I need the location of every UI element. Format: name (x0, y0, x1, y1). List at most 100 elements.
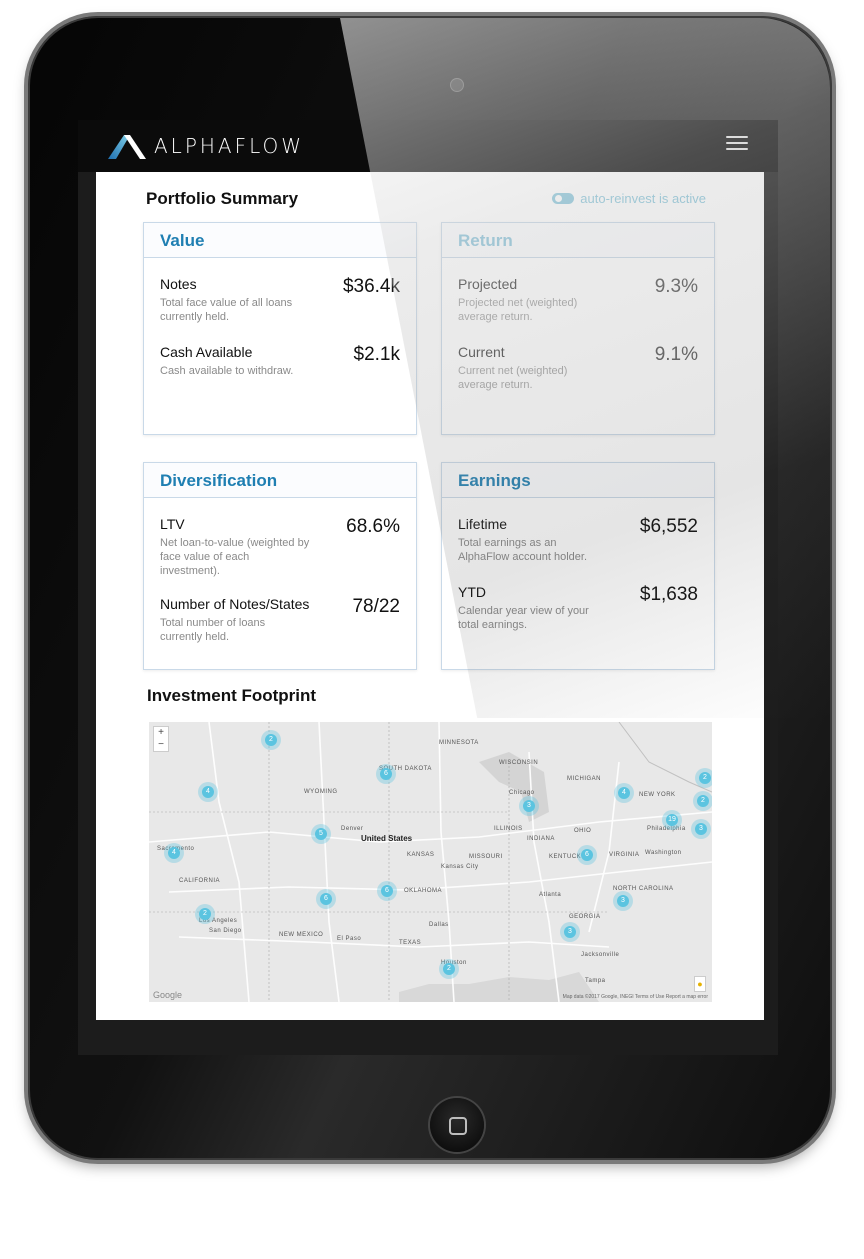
google-logo: Google (153, 990, 183, 1000)
map-label: NORTH CAROLINA (613, 886, 674, 892)
map-cluster-marker[interactable]: 2 (699, 772, 711, 784)
earnings-row-ytd: YTD Calendar year view of your total ear… (442, 572, 714, 640)
map-cluster-marker[interactable]: 2 (697, 795, 709, 807)
map-cluster-marker[interactable]: 3 (523, 800, 535, 812)
map-label: Kansas City (441, 864, 479, 870)
diversification-row-ltv: LTV Net loan-to-value (weighted by face … (144, 504, 416, 584)
brand-logo[interactable]: ALPHAFLOW (106, 130, 304, 162)
map-cluster-marker[interactable]: 2 (265, 734, 277, 746)
diversification-row-notes-states: Number of Notes/States Total number of l… (144, 584, 416, 652)
portfolio-summary-title: Portfolio Summary (146, 189, 299, 208)
row-description: Total face value of all loans currently … (160, 297, 293, 323)
map-cluster-marker[interactable]: 19 (666, 814, 678, 826)
zoom-out-button[interactable]: − (158, 739, 164, 750)
map-label: Chicago (509, 790, 535, 796)
map-cluster-marker[interactable]: 4 (168, 847, 180, 859)
return-row-current: Current Current net (weighted) average r… (442, 332, 714, 400)
investment-footprint-title: Investment Footprint (147, 686, 317, 705)
map-cluster-marker[interactable]: 3 (617, 895, 629, 907)
auto-reinvest-status[interactable]: auto-reinvest is active (552, 191, 706, 206)
map-label: KENTUCKY (549, 854, 586, 860)
map-label: SOUTH DAKOTA (379, 766, 432, 772)
map-label: Jacksonville (581, 952, 620, 958)
map-label: GEORGIA (569, 914, 601, 920)
map-label: Tampa (585, 978, 606, 984)
map-label: WISCONSIN (499, 760, 539, 766)
row-description: Projected net (weighted) average return. (458, 297, 578, 323)
row-value: $6,552 (639, 516, 698, 537)
map-label: Dallas (429, 922, 449, 928)
map-cluster-marker[interactable]: 5 (315, 828, 327, 840)
map-label: Atlanta (539, 892, 562, 898)
row-value: 68.6% (346, 516, 400, 537)
map-cluster-marker[interactable]: 4 (202, 786, 214, 798)
map-label: San Diego (209, 928, 242, 934)
auto-reinvest-label: auto-reinvest is active (580, 191, 706, 206)
map-cluster-marker[interactable]: 6 (380, 768, 392, 780)
row-description: Cash available to withdraw. (160, 365, 294, 377)
home-square-icon (449, 1117, 467, 1135)
map-cluster-marker[interactable]: 6 (320, 893, 332, 905)
map-cluster-marker[interactable]: 3 (695, 823, 707, 835)
map-attribution[interactable]: Map data ©2017 Google, INEGI Terms of Us… (562, 994, 708, 1000)
map-cluster-marker[interactable]: 6 (381, 885, 393, 897)
dashboard-content: Portfolio Summary auto-reinvest is activ… (96, 172, 764, 1020)
map-label: WYOMING (304, 789, 338, 795)
map-label: ILLINOIS (494, 826, 523, 832)
row-value: 9.1% (654, 344, 698, 365)
row-value: 78/22 (352, 596, 400, 617)
diversification-card-heading: Diversification (144, 463, 416, 498)
map-label: Washington (645, 850, 682, 856)
row-description: Current net (weighted) average return. (458, 365, 568, 391)
map-zoom-controls[interactable]: + − (153, 726, 169, 752)
row-label: Notes (160, 276, 197, 292)
return-card-heading: Return (442, 223, 714, 258)
row-description: Total earnings as an AlphaFlow account h… (458, 537, 588, 563)
hamburger-menu-icon[interactable] (726, 136, 748, 154)
home-button[interactable] (430, 1098, 484, 1152)
value-row-cash: Cash Available Cash available to withdra… (144, 332, 416, 400)
map-label: El Paso (337, 936, 362, 942)
camera-icon (451, 79, 463, 91)
toggle-switch-icon[interactable] (552, 193, 575, 204)
row-label: YTD (458, 584, 486, 600)
map-label: VIRGINIA (609, 852, 640, 858)
investment-map[interactable]: + − MINNESOTA WISCONSIN MICHIGAN SOUTH D… (149, 722, 712, 1002)
row-label: Number of Notes/States (160, 596, 310, 612)
pegman-icon[interactable]: ● (694, 976, 706, 992)
return-card: Return Projected Projected net (weighted… (441, 222, 715, 435)
map-cluster-marker[interactable]: 2 (443, 963, 455, 975)
earnings-card-heading: Earnings (442, 463, 714, 498)
map-label: MINNESOTA (439, 740, 479, 746)
map-label: NEW YORK (639, 792, 676, 798)
map-cluster-marker[interactable]: 3 (564, 926, 576, 938)
map-label: Los Angeles (199, 918, 238, 924)
row-label: Current (458, 344, 505, 360)
map-label: NEW MEXICO (279, 932, 324, 938)
map-cluster-marker[interactable]: 6 (581, 849, 593, 861)
row-label: LTV (160, 516, 185, 532)
navbar: ALPHAFLOW (78, 120, 778, 172)
map-label: INDIANA (527, 836, 555, 842)
row-label: Lifetime (458, 516, 508, 532)
map-country-label: United States (361, 834, 413, 843)
row-label: Cash Available (160, 344, 253, 360)
map-label: CALIFORNIA (179, 878, 221, 884)
brand-name: ALPHAFLOW (154, 134, 305, 158)
zoom-in-button[interactable]: + (158, 727, 164, 738)
return-row-projected: Projected Projected net (weighted) avera… (442, 264, 714, 332)
map-label: Denver (341, 826, 364, 832)
map-cluster-marker[interactable]: 2 (199, 908, 211, 920)
row-value: $2.1k (353, 344, 400, 365)
value-card-heading: Value (144, 223, 416, 258)
alphaflow-logo-icon (108, 135, 146, 159)
map-label: KANSAS (407, 852, 435, 858)
map-label: OHIO (574, 828, 592, 834)
map-label: Houston (441, 960, 467, 966)
earnings-row-lifetime: Lifetime Total earnings as an AlphaFlow … (442, 504, 714, 572)
row-value: $1,638 (639, 584, 698, 605)
map-label: TEXAS (399, 940, 422, 946)
map-cluster-marker[interactable]: 4 (618, 787, 630, 799)
value-card: Value Notes Total face value of all loan… (143, 222, 417, 435)
earnings-card: Earnings Lifetime Total earnings as an A… (441, 462, 715, 670)
